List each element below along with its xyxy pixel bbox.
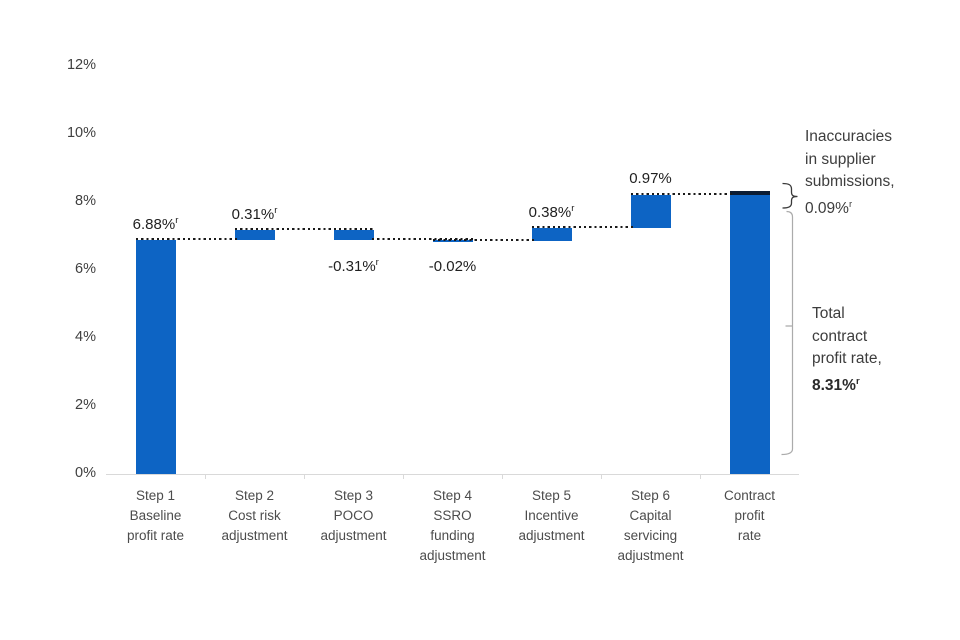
- bar-contract-profit-rate-total: [729, 194, 770, 474]
- bar-step2-cost-risk-adjustment: [234, 229, 275, 241]
- category-label-step5-incentive-adjustment: Step 5 Incentive adjustment: [518, 488, 585, 543]
- y-axis-tick-label: 8%: [75, 193, 96, 209]
- bar-step1-baseline-profit-rate: [135, 240, 176, 474]
- value-label-step2-cost-risk-adjustment: 0.31%r: [231, 204, 278, 223]
- annotation-line: submissions,: [805, 173, 895, 190]
- x-axis-tick: [304, 474, 305, 479]
- y-axis-tick-label: 4%: [75, 329, 96, 345]
- waterfall-connector-line: [135, 238, 238, 241]
- annotation-line: Inaccuracies: [805, 128, 893, 145]
- category-label-step1-baseline-profit-rate: Step 1 Baseline profit rate: [126, 488, 185, 543]
- x-axis-tick: [403, 474, 404, 479]
- annotation-line: contract: [812, 327, 868, 345]
- category-label-step4-ssro-funding-adjustment: Step 4 SSRO funding adjustment: [419, 488, 486, 563]
- bar-step6-capital-servicing-adjustment: [630, 194, 671, 228]
- annotation-inaccuracies: Inaccuracies in supplier submissions, 0.…: [805, 126, 935, 220]
- x-axis-line: [106, 474, 799, 475]
- inaccuracies-brace-icon: [782, 182, 798, 209]
- annotation-value: 8.31%r: [812, 375, 860, 394]
- value-label-step6-capital-servicing-adjustment: 0.97%: [629, 169, 672, 187]
- category-label-step2-cost-risk-adjustment: Step 2 Cost risk adjustment: [221, 488, 288, 543]
- bar-cap-contract-profit-rate-total: [729, 191, 770, 195]
- y-axis-tick-label: 0%: [75, 465, 96, 481]
- x-axis-tick: [700, 474, 701, 479]
- y-axis-tick-label: 10%: [66, 125, 96, 141]
- annotation-line: in supplier: [805, 150, 876, 168]
- annotation-total-contract-profit-rate: Total contract profit rate, 8.31%r: [812, 303, 942, 397]
- bar-step4-ssro-funding-adjustment: [432, 240, 473, 243]
- annotation-value: 0.09%r: [805, 198, 853, 217]
- value-label-step5-incentive-adjustment: 0.38%r: [528, 202, 575, 221]
- x-axis-tick: [502, 474, 503, 479]
- category-label-step3-poco-adjustment: Step 3 POCO adjustment: [320, 488, 387, 543]
- value-label-step4-ssro-funding-adjustment: -0.02%: [428, 257, 477, 275]
- category-label-step6-capital-servicing-adjustment: Step 6 Capital servicing adjustment: [617, 488, 684, 563]
- y-axis-tick-label: 12%: [66, 57, 96, 73]
- bar-step5-incentive-adjustment: [531, 227, 572, 241]
- y-axis-tick-label: 2%: [75, 397, 96, 413]
- waterfall-connector-line: [531, 225, 634, 228]
- bar-step3-poco-adjustment: [333, 229, 374, 241]
- y-axis-tick-label: 6%: [75, 261, 96, 277]
- waterfall-connector-line: [371, 238, 473, 241]
- annotation-line: Total: [812, 305, 845, 322]
- x-axis-tick: [205, 474, 206, 479]
- value-label-step3-poco-adjustment: -0.31%r: [328, 257, 379, 276]
- value-label-step1-baseline-profit-rate: 6.88%r: [132, 215, 179, 234]
- annotation-line: profit rate,: [812, 350, 882, 367]
- waterfall-connector-line: [630, 192, 733, 195]
- waterfall-connector-line: [432, 238, 535, 241]
- category-label-contract-profit-rate-total: Contract profit rate: [723, 488, 776, 543]
- x-axis-tick: [601, 474, 602, 479]
- waterfall-connector-line: [234, 227, 374, 230]
- total-contract-bracket-icon: [781, 210, 794, 456]
